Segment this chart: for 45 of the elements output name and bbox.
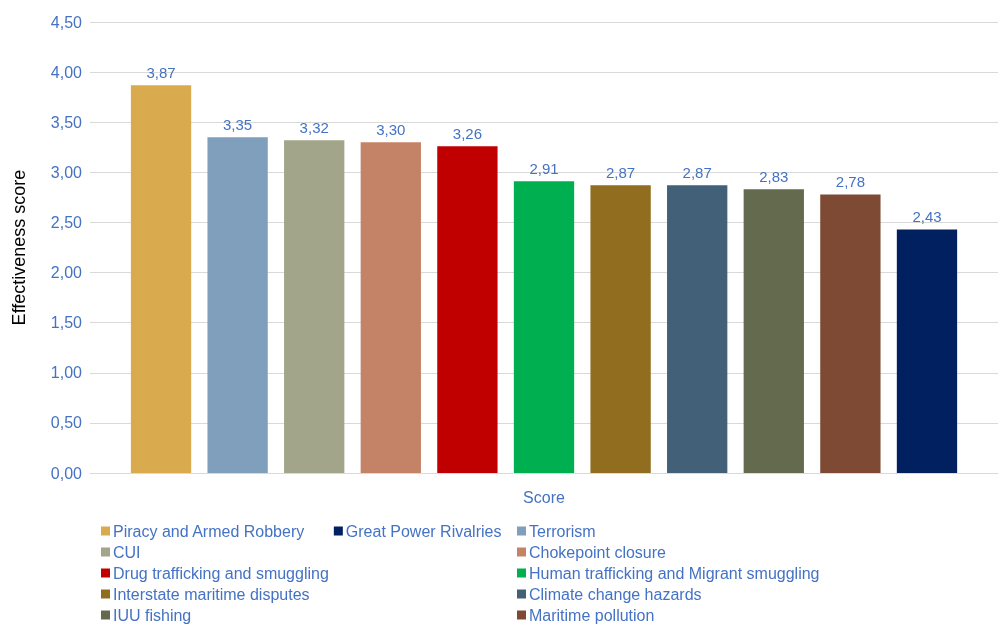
legend-label: Human trafficking and Migrant smuggling (529, 564, 820, 582)
legend-label: Piracy and Armed Robbery (113, 522, 305, 540)
legend-label: IUU fishing (113, 606, 192, 624)
y-tick-label: 0,50 (50, 414, 83, 432)
bar (513, 181, 575, 473)
legend-label: Chokepoint closure (529, 543, 667, 561)
y-tick-label: 4,00 (50, 63, 83, 81)
bar (437, 146, 498, 473)
legend-label: Climate change hazards (529, 585, 702, 603)
y-tick-label: 1,00 (50, 364, 83, 382)
bar (820, 194, 881, 473)
legend-label: Maritime pollution (529, 606, 655, 624)
legend-label: Great Power Rivalries (345, 522, 502, 540)
bar (743, 189, 804, 473)
y-tick-label: 1,50 (50, 314, 83, 332)
data-label: 2,83 (759, 168, 789, 186)
x-tick-label: Score (523, 488, 565, 506)
y-tick-label: 0,00 (50, 464, 83, 482)
y-tick-label: 3,00 (50, 163, 83, 181)
data-label: 3,26 (452, 125, 482, 143)
bar (896, 229, 958, 473)
bar (207, 137, 268, 473)
data-label: 3,35 (223, 116, 253, 134)
data-label: 2,43 (912, 208, 942, 226)
bar (667, 185, 728, 473)
y-tick-label: 4,50 (50, 13, 83, 31)
legend-label: CUI (113, 543, 141, 561)
data-label: 2,87 (606, 164, 636, 182)
bar (590, 185, 651, 473)
y-tick-label: 2,50 (50, 213, 83, 231)
data-label: 2,91 (529, 160, 559, 178)
y-tick-label: 3,50 (50, 113, 83, 131)
y-axis-title: Effectiveness score (9, 169, 29, 326)
legend-label: Drug trafficking and smuggling (113, 564, 329, 582)
y-tick-label: 2,00 (50, 264, 83, 282)
data-label: 2,87 (682, 164, 712, 182)
data-label: 3,30 (376, 121, 406, 139)
bar (130, 85, 192, 473)
bar (284, 140, 345, 473)
legend-label: Interstate maritime disputes (113, 585, 310, 603)
legend-label: Terrorism (529, 522, 596, 540)
data-label: 3,87 (146, 64, 176, 82)
bar (360, 142, 421, 473)
data-label: 3,32 (299, 119, 329, 137)
data-label: 2,78 (835, 173, 865, 191)
